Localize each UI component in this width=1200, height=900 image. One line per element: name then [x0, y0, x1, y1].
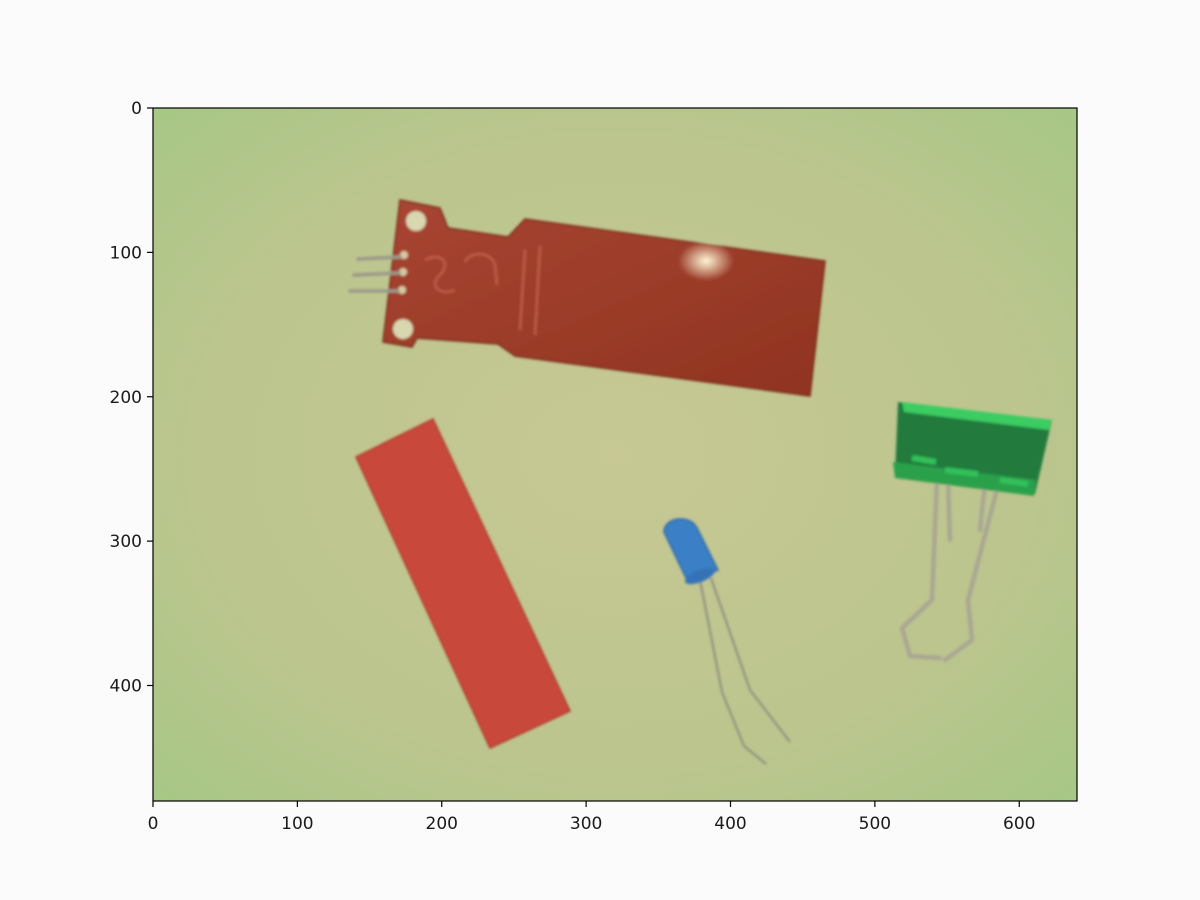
x-tick-label: 600 [1003, 814, 1035, 834]
red-heat-shrink-strip [355, 417, 571, 749]
axes: 0 100 200 300 400 500 600 0 100 200 300 400 [110, 99, 1078, 834]
x-tick-label: 100 [281, 814, 313, 834]
x-tick-label: 200 [426, 814, 458, 834]
axes-frame [152, 107, 1078, 802]
x-tick-label: 400 [714, 814, 746, 834]
mounting-hole [406, 211, 426, 231]
y-tick-label: 100 [110, 243, 142, 263]
y-tick-label: 300 [110, 532, 142, 552]
blue-led [663, 518, 791, 765]
x-tick-label: 0 [148, 814, 159, 834]
mounting-hole [393, 319, 413, 339]
y-axis: 0 100 200 300 400 [110, 99, 153, 697]
led-legs [698, 577, 791, 765]
y-tick-label: 200 [110, 388, 142, 408]
header-pins [348, 255, 402, 293]
photo-image [153, 108, 1077, 801]
clip-handle [899, 475, 1002, 663]
y-tick-label: 400 [110, 677, 142, 697]
x-tick-label: 300 [570, 814, 602, 834]
light-glare [678, 241, 734, 281]
y-tick-label: 0 [131, 99, 142, 119]
green-binder-clip [893, 402, 1052, 663]
water-level-sensor-board [348, 199, 826, 397]
x-axis: 0 100 200 300 400 500 600 [148, 801, 1035, 834]
x-tick-label: 500 [859, 814, 891, 834]
